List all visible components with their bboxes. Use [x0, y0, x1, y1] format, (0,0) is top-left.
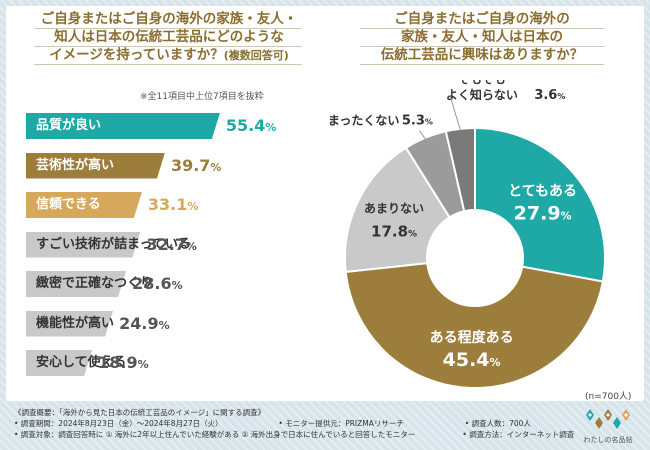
bar-3: [26, 192, 142, 218]
donut-leader-5: [449, 94, 462, 131]
left-question-underline-3: [34, 64, 302, 65]
left-question-line3-sub: (複数回答可): [223, 49, 289, 62]
donut-slice-2: [344, 262, 605, 389]
right-question-underline-2: [360, 46, 604, 47]
left-question-line3: イメージを持っていますか？(複数回答可): [14, 46, 324, 65]
bar-1: [26, 113, 220, 139]
donut-label-2: ある程度ある: [430, 329, 514, 346]
right-question-title: ご自身またはご自身の海外の 家族・友人・知人は日本の 伝統工芸品に興味はあります…: [332, 10, 632, 64]
right-question-line3: 伝統工芸品に興味はありますか？: [380, 47, 584, 63]
bar-label-5: 緻密で正確なつくり: [36, 276, 154, 291]
bar-label-6: 機能性が高い: [36, 315, 115, 331]
survey-footer: 《調査概要：「海外から見た日本の伝統工芸品のイメージ」に関する調査》 • 調査期…: [14, 407, 574, 440]
footer-line1: 《調査概要：「海外から見た日本の伝統工芸品のイメージ」に関する調査》: [14, 408, 266, 417]
brand-logo: わたしの名品帖: [578, 405, 638, 445]
bar-value-6: 24.9%: [119, 313, 170, 333]
donut-label-4: まったくない: [328, 114, 400, 128]
footer-count: • 調査人数：700人: [464, 419, 531, 428]
bar-2: [26, 153, 165, 179]
footer-target: • 調査対象：調査回答時に ① 海外に2年以上住んでいた経験がある ② 海外出身…: [14, 430, 416, 439]
donut-label-1: とてもある: [508, 184, 577, 200]
donut-chart: とてもある 27.9% ある程度ある 45.4% あまりない 17.8% まったくない 5.3…: [328, 80, 606, 389]
bar-value-3: 33.1%: [147, 195, 199, 214]
bar-value-7: 18.9%: [98, 353, 149, 372]
footer-period: • 調査期間：2024年8月23日（金）〜2024年8月27日（火）: [14, 419, 223, 428]
donut-label-5b: よく知らない: [446, 87, 518, 102]
logo-mark-icon: [586, 409, 630, 429]
donut-slice-1: [474, 126, 606, 283]
bar-value-2: 39.7%: [170, 155, 222, 175]
donut-leader-4: [419, 130, 427, 141]
donut-value-3: 17.8%: [371, 223, 417, 241]
left-question-underline-1: [34, 28, 302, 29]
bar-6: [26, 311, 113, 337]
footer-row3: • 調査対象：調査回答時に ① 海外に2年以上住んでいた経験がある ② 海外出身…: [14, 429, 574, 440]
footer-provider: • モニター提供元：PRIZMAリサーチ: [278, 419, 404, 428]
bar-label-2: 芸術性が高い: [36, 157, 115, 173]
logo-text: わたしの名品帖: [583, 436, 633, 444]
right-question-line1: ご自身またはご自身の海外の: [394, 11, 570, 27]
right-question-underline-1: [360, 28, 604, 29]
donut-slice-3: [344, 146, 451, 273]
left-question-line1: ご自身またはご自身の海外の家族・友人・: [40, 11, 298, 27]
bar-value-4: 32.7%: [146, 234, 197, 254]
left-question-line2: 知人は日本の伝統工芸品にどのような: [54, 29, 284, 45]
footer-method: • 調査方法：インターネット調査: [462, 430, 575, 439]
donut-label-5a: そもそも: [458, 80, 506, 86]
donut-slice-5: [444, 126, 476, 213]
left-question-line3-main: イメージを持っていますか？: [49, 47, 224, 63]
bar-label-3: 信頼できる: [36, 197, 101, 212]
right-question-line2: 家族・友人・知人は日本の: [401, 29, 563, 45]
bar-label-7: 安心して使える: [36, 355, 127, 370]
left-question-title: ご自身またはご自身の海外の家族・友人・ 知人は日本の伝統工芸品にどのような イメ…: [14, 10, 324, 65]
bar-5: [26, 271, 126, 297]
bar-value-1: 55.4%: [225, 116, 277, 135]
donut-value-1: 27.9%: [514, 203, 572, 225]
bar-chart-note: ※全11項目中上位7項目を抜粋: [140, 92, 264, 102]
bar-4: [26, 232, 140, 258]
bar-label-1: 品質が良い: [36, 118, 102, 133]
footer-row2: • 調査期間：2024年8月23日（金）〜2024年8月27日（火） • モニタ…: [14, 418, 574, 429]
bar-7: [26, 350, 92, 376]
donut-value-5: 3.6%: [534, 88, 565, 103]
donut-label-3: あまりない: [364, 202, 424, 216]
bar-value-5: 28.6%: [132, 274, 183, 293]
right-question-underline-3: [360, 64, 604, 65]
donut-value-4: 5.3%: [402, 114, 433, 129]
donut-value-2: 45.4%: [443, 349, 501, 371]
left-question-underline-2: [34, 46, 302, 47]
bar-label-4: すごい技術が詰まっている: [36, 236, 191, 252]
sample-size-note: (n=700人): [585, 392, 632, 402]
